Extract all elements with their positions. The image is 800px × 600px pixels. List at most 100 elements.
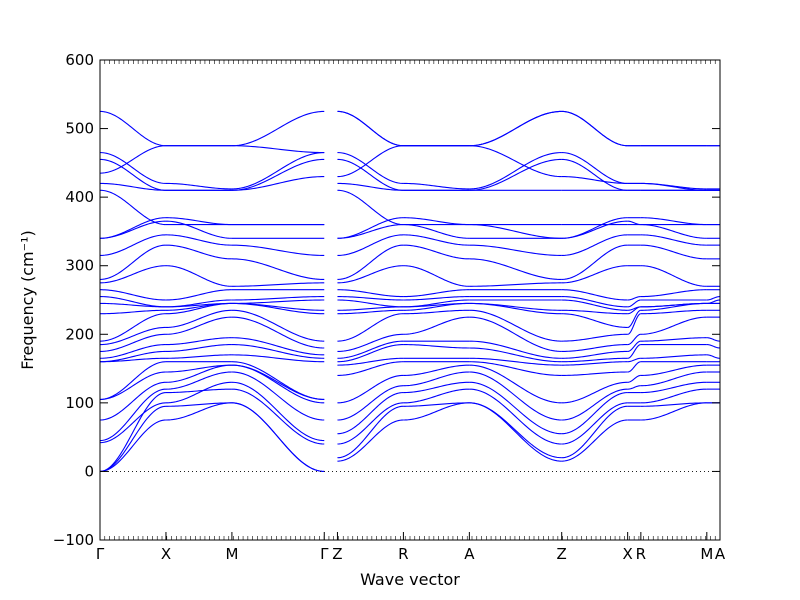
band-line-seg0-b13 xyxy=(99,313,166,342)
band-line-seg4-b16 xyxy=(403,289,470,298)
band-line-seg3-b10 xyxy=(337,333,404,352)
band-line-seg2-b4 xyxy=(231,371,325,421)
band-lines-group xyxy=(99,110,721,472)
band-line-seg8-b4 xyxy=(640,371,707,387)
band-line-seg1-b9 xyxy=(165,344,232,352)
y-tick-label: 600 xyxy=(65,51,94,69)
band-line-seg7-b9 xyxy=(627,340,641,352)
band-line-seg2-b24 xyxy=(231,176,325,191)
band-line-seg3-b26 xyxy=(337,152,404,184)
band-line-seg0-b19 xyxy=(99,244,166,280)
band-line-seg5-b2 xyxy=(469,388,562,445)
band-line-seg1-b8 xyxy=(165,354,232,359)
y-tick-label: 300 xyxy=(65,257,94,275)
band-line-seg3-b4 xyxy=(337,385,404,421)
band-line-seg5-b7 xyxy=(469,357,562,366)
band-line-seg2-b7 xyxy=(231,361,325,400)
band-line-seg7-b6 xyxy=(627,361,641,373)
band-line-seg7-b5 xyxy=(627,374,641,383)
band-line-seg6-b17 xyxy=(561,265,628,284)
band-line-seg0-b0 xyxy=(99,419,166,472)
band-line-seg4-b2 xyxy=(403,388,470,404)
band-line-seg4-b26 xyxy=(403,182,470,190)
band-line-seg3-b16 xyxy=(337,289,404,298)
x-tick-label: Γ xyxy=(320,545,329,563)
band-line-seg0-b10 xyxy=(99,344,166,359)
band-line-seg8-b9 xyxy=(640,337,707,342)
band-line-seg4-b17 xyxy=(403,265,470,287)
band-line-seg5-b13 xyxy=(469,302,562,311)
band-line-seg4-b11 xyxy=(403,309,470,315)
band-line-seg1-b6 xyxy=(165,364,232,373)
band-line-seg2-b10 xyxy=(231,337,325,356)
y-tick-label: −100 xyxy=(53,531,94,549)
band-line-seg6-b11 xyxy=(561,333,628,342)
band-line-seg5-b8 xyxy=(469,347,562,363)
band-line-seg8-b19 xyxy=(640,234,707,246)
band-line-seg7-b11 xyxy=(627,313,641,335)
band-line-seg4-b19 xyxy=(403,234,470,246)
band-line-seg7-b15 xyxy=(627,299,641,308)
band-line-seg2-b18 xyxy=(231,282,325,287)
band-line-seg2-b16 xyxy=(231,296,325,301)
band-line-seg0-b22 xyxy=(99,217,166,239)
band-line-seg2-b9 xyxy=(231,344,325,359)
band-line-seg6-b19 xyxy=(561,234,628,256)
band-line-seg0-b18 xyxy=(99,265,166,284)
band-line-seg0-b27 xyxy=(99,152,166,184)
band-line-seg3-b21 xyxy=(337,217,404,239)
band-line-seg6-b14 xyxy=(561,299,628,311)
band-line-seg9-b9 xyxy=(706,337,720,342)
band-line-seg4-b10 xyxy=(403,316,470,335)
x-tick-label: R xyxy=(398,545,408,563)
band-line-seg8-b0 xyxy=(640,402,707,421)
band-line-seg5-b6 xyxy=(469,361,562,376)
x-tick-label: R xyxy=(636,545,646,563)
band-line-seg1-b16 xyxy=(165,299,232,308)
band-line-seg7-b16 xyxy=(627,296,641,301)
band-line-seg6-b2 xyxy=(561,402,628,445)
band-line-seg9-b14 xyxy=(706,299,721,304)
band-line-seg3-b7 xyxy=(337,357,404,366)
band-line-seg8-b14 xyxy=(640,302,707,308)
band-line-seg0-b11 xyxy=(99,333,166,352)
x-tick-label: A xyxy=(715,545,726,563)
band-line-seg6-b10 xyxy=(561,344,628,352)
band-line-seg0-b2 xyxy=(99,392,166,472)
band-line-seg3-b0 xyxy=(337,419,404,462)
band-line-seg3-b9 xyxy=(337,340,404,359)
band-line-seg0-b28 xyxy=(99,110,166,147)
band-line-seg1-b18 xyxy=(165,265,232,287)
band-line-seg0-b3 xyxy=(99,402,166,444)
band-line-seg8-b16 xyxy=(640,289,707,298)
band-line-seg5-b21 xyxy=(469,224,562,239)
band-line-seg0-b23 xyxy=(99,189,166,226)
band-line-seg0-b16 xyxy=(99,296,166,308)
band-line-seg2-b3 xyxy=(231,381,325,442)
band-line-seg3-b19 xyxy=(337,234,404,256)
band-line-seg1-b11 xyxy=(165,316,232,335)
band-line-seg0-b5 xyxy=(99,381,166,421)
band-line-seg3-b24 xyxy=(337,145,404,178)
band-line-seg0-b1 xyxy=(99,405,166,472)
band-line-seg3-b11 xyxy=(337,313,404,342)
band-line-seg3-b12 xyxy=(337,309,404,315)
band-line-seg5-b1 xyxy=(469,402,562,459)
band-line-seg0-b17 xyxy=(99,289,166,301)
x-tick-label: X xyxy=(623,545,633,563)
band-line-seg4-b1 xyxy=(403,402,470,407)
band-line-seg6-b12 xyxy=(561,313,628,328)
band-line-seg8-b3 xyxy=(640,381,707,394)
band-line-seg2-b11 xyxy=(231,316,325,349)
band-line-seg6-b1 xyxy=(561,405,628,459)
band-line-seg2-b27 xyxy=(231,152,325,190)
band-line-seg6-b18 xyxy=(561,244,628,280)
y-tick-label: 0 xyxy=(84,462,94,480)
band-line-seg6-b13 xyxy=(561,309,628,315)
band-line-seg2-b2 xyxy=(231,388,325,445)
band-line-seg3-b22 xyxy=(337,189,404,226)
x-axis-label: Wave vector xyxy=(360,570,460,589)
band-line-seg1-b20 xyxy=(165,234,232,246)
band-line-seg8-b20 xyxy=(640,224,707,239)
band-line-seg7-b8 xyxy=(627,344,641,359)
